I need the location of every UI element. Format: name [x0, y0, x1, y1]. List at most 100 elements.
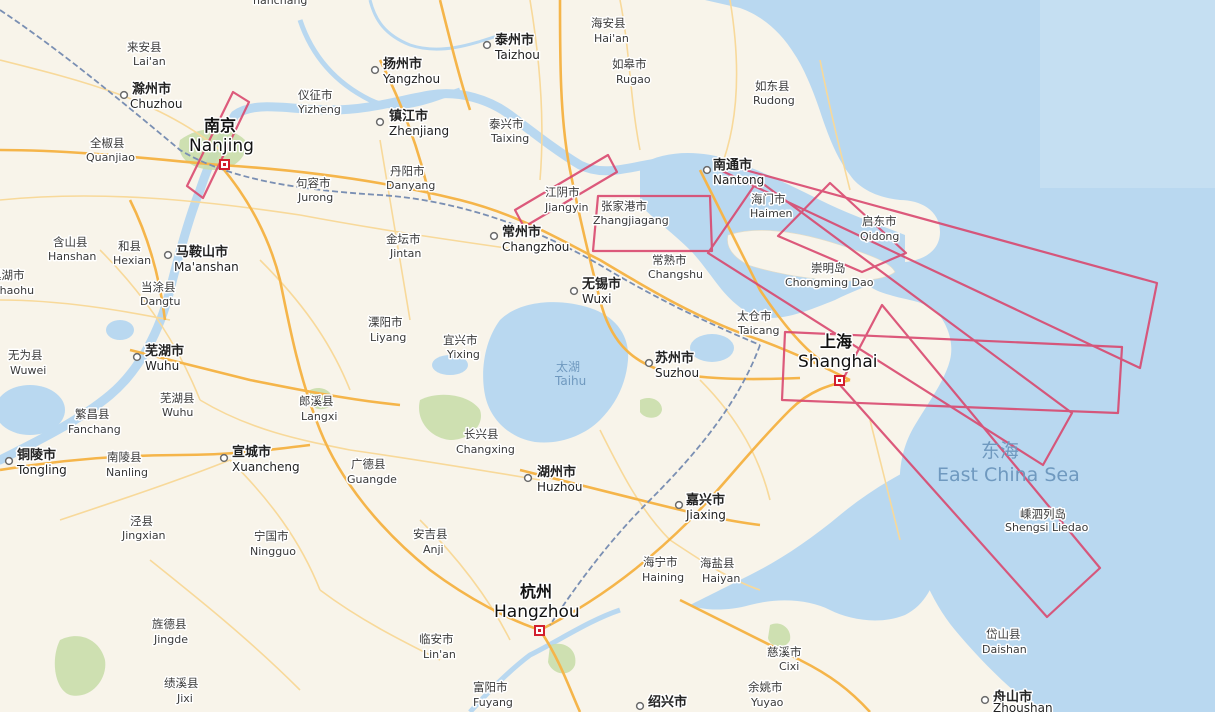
label-zhenjiang-cn: 镇江市	[389, 108, 428, 124]
label-wuhuxian-cn: 芜湖县	[160, 391, 195, 405]
city-dots	[4, 40, 990, 711]
label-sea-en: East China Sea	[937, 464, 1080, 486]
label-jixi-en: Jixi	[176, 692, 193, 705]
label-taizhou-cn: 泰州市	[494, 32, 534, 48]
label-qidong-cn: 启东市	[862, 214, 897, 228]
label-hanshan-en: Hanshan	[48, 250, 96, 263]
label-shanghai-cn: 上海	[820, 332, 852, 351]
label-chuzhou-en: Chuzhou	[130, 97, 182, 111]
label-xuancheng-en: Xuancheng	[232, 460, 300, 474]
label-changxing-cn: 长兴县	[464, 427, 499, 441]
label-quanjiao-cn: 全椒县	[90, 136, 125, 150]
label-changzhou-en: Changzhou	[502, 240, 569, 254]
offshore-band	[1040, 0, 1215, 188]
capital-marker-hangzhou	[534, 625, 545, 636]
overlay-rect-chongming-east[interactable]	[706, 178, 1074, 467]
label-fuyang-cn: 富阳市	[473, 680, 508, 694]
label-chongming-cn: 崇明岛	[811, 261, 846, 275]
overlay-rect-shanghai[interactable]	[780, 330, 1124, 415]
swath-overlays[interactable]	[185, 90, 1159, 619]
label-jingxian-en: Jingxian	[121, 529, 166, 542]
label-yixing-cn: 宜兴市	[443, 333, 478, 347]
label-rudong-cn: 如东县	[755, 79, 790, 93]
label-yuyao-en: Yuyao	[750, 696, 784, 709]
label-shengsi-cn: 嵊泗列岛	[1020, 507, 1066, 521]
label-suzhou-en: Suzhou	[655, 366, 699, 380]
label-xuancheng-cn: 宣城市	[232, 444, 271, 460]
overlay-rect-zhangjiagang[interactable]	[591, 194, 714, 253]
label-nanjing-cn: 南京	[204, 116, 236, 135]
overlay-rect-shengsi[interactable]	[838, 303, 1102, 619]
label-linan-cn: 临安市	[419, 632, 454, 646]
label-wuwei-en: Wuwei	[10, 364, 46, 377]
lake-small-3	[0, 385, 65, 435]
overlay-rect-jiangyin[interactable]	[513, 153, 619, 229]
label-rugao-en: Rugao	[616, 73, 651, 86]
label-cixi-cn: 慈溪市	[767, 645, 802, 659]
label-ningguo-en: Ningguo	[250, 545, 296, 558]
label-taicang-cn: 太仓市	[737, 309, 772, 323]
label-haiyan-cn: 海盐县	[700, 556, 735, 570]
label-hangzhou-cn: 杭州	[520, 582, 552, 601]
label-cut-top: nanchang	[253, 0, 307, 7]
label-chuzhou-cn: 滁州市	[132, 81, 171, 97]
label-yangzhou-cn: 扬州市	[383, 56, 422, 72]
label-anji-en: Anji	[423, 543, 444, 556]
label-wuhuxian-en: Wuhu	[162, 406, 193, 419]
label-hangzhou-en: Hangzhou	[494, 602, 580, 622]
map-labels: nanchang 南京 Nanjing 上海 Shanghai 杭州 Hangz…	[0, 0, 1090, 712]
railway-lines	[0, 9, 761, 626]
capital-marker-shanghai	[834, 375, 845, 386]
label-fanchang-en: Fanchang	[68, 423, 121, 436]
label-maanshan-en: Ma'anshan	[174, 260, 239, 274]
qiantang-river	[468, 607, 621, 712]
label-daishan-en: Daishan	[982, 643, 1027, 656]
label-yixing-en: Yixing	[446, 348, 480, 361]
label-suzhou-cn: 苏州市	[655, 350, 694, 366]
label-taihu-en: Taihu	[554, 374, 586, 388]
label-laian-en: Lai'an	[133, 55, 166, 68]
label-hexian-cn: 和县	[118, 239, 141, 253]
overlay-rect-nantong-long[interactable]	[718, 166, 1159, 370]
label-hexian-en: Hexian	[113, 254, 151, 267]
label-dangtu-cn: 当涂县	[141, 280, 176, 294]
label-huzhou-en: Huzhou	[537, 480, 582, 494]
label-cixi-en: Cixi	[779, 660, 799, 673]
label-taicang-en: Taicang	[737, 324, 779, 337]
label-yuyao-cn: 余姚市	[748, 680, 783, 694]
label-daishan-cn: 岱山县	[986, 627, 1021, 641]
label-jiangyin-cn: 江阴市	[545, 185, 580, 199]
hangzhou-bay	[690, 455, 950, 621]
label-guangde-en: Guangde	[347, 473, 397, 486]
label-zhenjiang-en: Zhenjiang	[389, 124, 449, 138]
label-hanshan-cn: 含山县	[53, 235, 88, 249]
label-haining-cn: 海宁市	[643, 555, 678, 569]
label-chaohu-cn: 巢湖市	[0, 268, 25, 282]
label-jiangyin-en: Jiangyin	[544, 201, 589, 214]
overlay-rect-qidong[interactable]	[776, 181, 908, 274]
lake-small-1	[690, 334, 734, 362]
label-chongming-en: Chongming Dao	[785, 276, 874, 289]
label-laian-cn: 来安县	[127, 40, 162, 54]
label-jurong-en: Jurong	[297, 191, 333, 204]
label-jingxian-cn: 泾县	[130, 514, 153, 528]
label-wuhu-en: Wuhu	[145, 359, 179, 373]
label-changxing-en: Changxing	[456, 443, 515, 456]
label-langxi-cn: 郎溪县	[299, 394, 334, 408]
overlay-rect-nanjing[interactable]	[185, 90, 251, 200]
label-zhangjiagang-en: Zhangjiagang	[593, 214, 669, 227]
label-danyang-cn: 丹阳市	[390, 164, 425, 178]
label-jintan-cn: 金坛市	[386, 232, 421, 246]
label-huzhou-cn: 湖州市	[537, 464, 576, 480]
label-zhoushan-cn: 舟山市	[993, 689, 1032, 705]
label-wuxi-en: Wuxi	[582, 292, 611, 306]
label-changshu-cn: 常熟市	[652, 253, 687, 267]
label-fuyang-en: Fuyang	[473, 696, 513, 709]
label-yangzhou-en: Yangzhou	[382, 72, 440, 86]
label-tongling-cn: 铜陵市	[16, 447, 56, 463]
yangtze-river	[0, 89, 710, 465]
river-north	[368, 0, 501, 51]
label-qidong-en: Qidong	[860, 230, 899, 243]
